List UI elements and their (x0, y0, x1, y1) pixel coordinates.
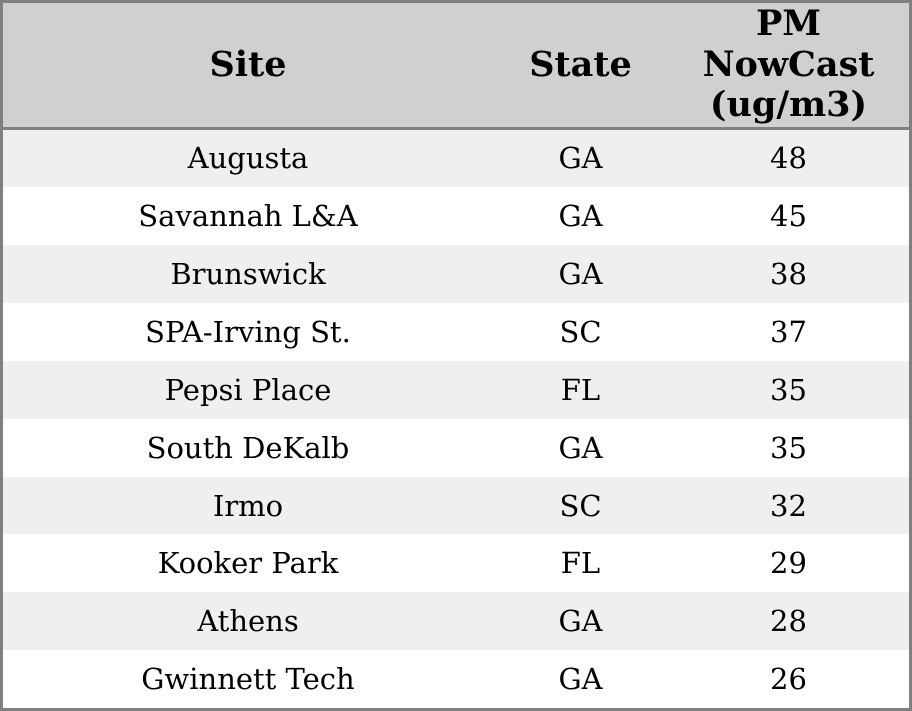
table-row: Pepsi Place FL 35 (3, 360, 909, 419)
pm-value-cell: 32 (770, 488, 807, 523)
state-cell: FL (560, 546, 601, 581)
site-cell: South DeKalb (146, 430, 350, 465)
state-cell: GA (558, 604, 603, 639)
table-row: Augusta GA 48 (3, 128, 909, 188)
air-quality-table: Site State PM NowCast (ug/m3) Augusta GA… (3, 3, 909, 708)
table-header: Site State PM NowCast (ug/m3) (3, 3, 909, 130)
pm-value-cell: 28 (770, 604, 807, 639)
site-cell: Brunswick (170, 257, 326, 292)
site-cell: Kooker Park (157, 546, 339, 581)
table-row: SPA-Irving St. SC 37 (3, 303, 909, 361)
state-cell: GA (558, 662, 603, 697)
col-header-site: Site (3, 3, 493, 130)
site-cell: Augusta (187, 141, 309, 176)
state-cell: GA (558, 199, 603, 234)
table-row: Brunswick GA 38 (3, 245, 909, 304)
pm-value-cell: 45 (770, 199, 807, 234)
site-cell: Gwinnett Tech (141, 662, 355, 697)
state-cell: GA (558, 257, 603, 292)
table-row: South DeKalb GA 35 (3, 418, 909, 477)
col-header-pm-nowcast: PM NowCast (ug/m3) (668, 3, 909, 130)
site-cell: Savannah L&A (138, 199, 358, 234)
col-header-state: State (493, 3, 668, 130)
pm-value-cell: 29 (770, 546, 807, 581)
table-row: Gwinnett Tech GA 26 (3, 650, 909, 708)
pm-value-cell: 38 (770, 257, 807, 292)
pm-header-line-2: NowCast (702, 43, 875, 85)
table-body: Augusta GA 48 Savannah L&A GA 45 Brunswi… (3, 128, 909, 708)
table-row: Kooker Park FL 29 (3, 534, 909, 593)
table-row: Athens GA 28 (3, 592, 909, 651)
header-row: Site State PM NowCast (ug/m3) (3, 3, 909, 130)
state-cell: SC (559, 314, 602, 349)
pm-header-line-3: (ug/m3) (709, 83, 868, 125)
site-cell: Athens (197, 604, 299, 639)
state-cell: GA (558, 141, 603, 176)
pm-header-line-1: PM (755, 3, 822, 45)
site-cell: Pepsi Place (164, 372, 332, 407)
pm-value-cell: 37 (770, 314, 807, 349)
pm-value-cell: 26 (770, 662, 807, 697)
table-row: Savannah L&A GA 45 (3, 187, 909, 246)
pm-value-cell: 35 (770, 372, 807, 407)
site-cell: SPA-Irving St. (145, 314, 351, 349)
state-cell: GA (558, 430, 603, 465)
pm-value-cell: 35 (770, 430, 807, 465)
pm-value-cell: 48 (770, 141, 807, 176)
site-cell: Irmo (212, 488, 284, 523)
state-cell: SC (559, 488, 602, 523)
state-cell: FL (560, 372, 601, 407)
table-row: Irmo SC 32 (3, 476, 909, 535)
